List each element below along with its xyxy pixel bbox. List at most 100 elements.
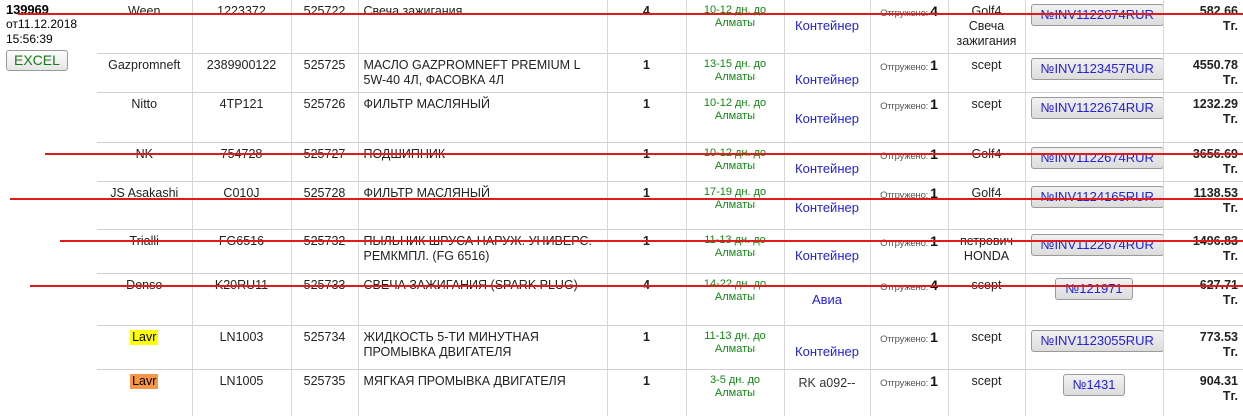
price-currency: Тг. [1222, 293, 1238, 307]
cell-delivery-term: 3-5 дн. до Алматы [686, 369, 785, 416]
invoice-button[interactable]: №1431 [1062, 374, 1126, 396]
order-number: 139969 [6, 2, 49, 17]
invoice-button[interactable]: №121971 [1055, 278, 1133, 300]
cell-brand: Lavr [97, 325, 193, 370]
cell-code: 525733 [291, 273, 359, 326]
delivery-method-link[interactable]: Контейнер [795, 111, 859, 126]
cell-price: 1496.83 Тг. [1163, 229, 1243, 274]
cell-product-name: ФИЛЬТР МАСЛЯНЫЙ [358, 181, 608, 230]
cell-invoice: №INV1124165RUR [1025, 181, 1164, 230]
cell-product-name: ЖИДКОСТЬ 5-ТИ МИНУТНАЯ ПРОМЫВКА ДВИГАТЕЛ… [358, 325, 608, 370]
shipped-value: 1 [930, 233, 938, 249]
invoice-button[interactable]: №INV1122674RUR [1030, 97, 1162, 119]
price-currency: Тг. [1222, 249, 1238, 263]
table-row: Ween 1223372 525722 Свеча зажигания 4 10-12 д… [97, 0, 1243, 54]
invoice-button[interactable]: №INV1123055RUR [1030, 330, 1162, 352]
shipped-value: 1 [930, 146, 938, 162]
table-row: Lavr LN1003 525734 ЖИДКОСТЬ 5-ТИ МИНУТНАЯ П… [97, 325, 1243, 370]
table-row: Trialli FG6516 525732 ПЫЛЬНИК ШРУСА НАРУЖ. … [97, 229, 1243, 274]
cell-invoice: №INV1122674RUR [1025, 92, 1164, 143]
brand-label: JS Asakashi [110, 186, 179, 200]
shipped-label: Отгружено: [880, 190, 929, 201]
cell-delivery-term: 17-19 дн. до Алматы [686, 181, 785, 230]
cell-code: 525732 [291, 229, 359, 274]
cell-delivery-term: 10-12 дн. до Алматы [686, 142, 785, 182]
price-value: 1138.53 [1193, 186, 1239, 200]
cell-article: K20RU11 [192, 273, 292, 326]
delivery-term-text: 3-5 дн. до Алматы [709, 374, 761, 399]
cell-code: 525727 [291, 142, 359, 182]
delivery-term-text: 13-15 дн. до Алматы [703, 58, 767, 83]
price-value: 1496.83 [1192, 234, 1238, 248]
cell-delivery-term: 11-13 дн. до Алматы [686, 229, 785, 274]
cell-price: 582.66 Тг. [1163, 0, 1243, 54]
price-value: 582.66 [1199, 4, 1238, 18]
invoice-button[interactable]: №INV1122674RUR [1030, 4, 1162, 26]
invoice-button[interactable]: №INV1122674RUR [1030, 147, 1162, 169]
table-row: Lavr LN1005 525735 МЯГКАЯ ПРОМЫВКА ДВИГАТЕЛ… [97, 369, 1243, 416]
export-excel-button[interactable]: EXCEL [6, 50, 68, 71]
cell-quantity: 4 [607, 0, 687, 54]
cell-product-name: МАСЛО GAZPROMNEFT PREMIUM L 5W-40 4Л, ФА… [358, 53, 608, 93]
cell-price: 904.31 Тг. [1163, 369, 1243, 416]
table-row: Denso K20RU11 525733 СВЕЧА ЗАЖИГАНИЯ (SPARK… [97, 273, 1243, 326]
delivery-method-link[interactable]: Контейнер [795, 161, 859, 176]
cell-invoice: №121971 [1025, 273, 1164, 326]
invoice-button[interactable]: №INV1124165RUR [1030, 186, 1162, 208]
cell-brand: JS Asakashi [97, 181, 193, 230]
cell-code: 525726 [291, 92, 359, 143]
delivery-method-link[interactable]: Контейнер [795, 344, 859, 359]
price-value: 3656.69 [1192, 147, 1238, 161]
shipped-label: Отгружено: [880, 62, 929, 73]
cell-article: 2389900122 [192, 53, 292, 93]
brand-label: Gazpromneft [108, 58, 181, 72]
delivery-method-link[interactable]: Контейнер [795, 200, 859, 215]
order-date: от11.12.2018 [6, 17, 78, 31]
cell-brand: Gazpromneft [97, 53, 193, 93]
delivery-term-text: 17-19 дн. до Алматы [703, 186, 767, 211]
delivery-term-text: 14-22 дн. до Алматы [703, 278, 767, 303]
cell-user: Golf4 [948, 181, 1026, 230]
delivery-term-text: 11-13 дн. до Алматы [704, 330, 766, 355]
cell-delivery-method: Авиа [784, 273, 871, 326]
cell-delivery-term: 14-22 дн. до Алматы [686, 273, 785, 326]
price-value: 4550.78 [1192, 58, 1238, 72]
order-items-table: Ween 1223372 525722 Свеча зажигания 4 10-12 д… [97, 0, 1243, 416]
cell-price: 773.53 Тг. [1163, 325, 1243, 370]
brand-label: Nitto [131, 97, 158, 111]
delivery-method-link[interactable]: Контейнер [795, 72, 859, 87]
cell-invoice: №INV1123055RUR [1025, 325, 1164, 370]
cell-article: LN1005 [192, 369, 292, 416]
delivery-method-link[interactable]: Авиа [811, 292, 843, 307]
cell-delivery-term: 10-12 дн. до Алматы [686, 92, 785, 143]
delivery-method-link[interactable]: Контейнер [795, 248, 859, 263]
cell-price: 1138.53 Тг. [1163, 181, 1243, 230]
invoice-button[interactable]: №INV1122674RUR [1030, 234, 1162, 256]
shipped-value: 1 [930, 329, 938, 345]
price-currency: Тг. [1222, 73, 1238, 87]
price-currency: Тг. [1222, 112, 1238, 126]
cell-article: 4TP121 [192, 92, 292, 143]
cell-code: 525734 [291, 325, 359, 370]
cell-article: LN1003 [192, 325, 292, 370]
delivery-method-link[interactable]: Контейнер [795, 18, 859, 33]
cell-quantity: 4 [607, 273, 687, 326]
brand-label: Lavr [130, 374, 159, 389]
cell-product-name: ПЫЛЬНИК ШРУСА НАРУЖ. УНИВЕРС. РЕМКМПЛ. (… [358, 229, 608, 274]
shipped-label: Отгружено: [880, 8, 929, 19]
cell-shipped: Отгружено: 4 [870, 273, 949, 326]
cell-user: scept [948, 273, 1026, 326]
order-info-panel: 139969 от11.12.2018 15:56:39 EXCEL [0, 0, 97, 416]
cell-brand: Nitto [97, 92, 193, 143]
cell-quantity: 1 [607, 181, 687, 230]
cell-delivery-method: Контейнер [784, 92, 871, 143]
cell-price: 1232.29 Тг. [1163, 92, 1243, 143]
shipped-label: Отгружено: [880, 101, 929, 112]
price-currency: Тг. [1222, 201, 1238, 215]
cell-article: 754728 [192, 142, 292, 182]
cell-product-name: Свеча зажигания [358, 0, 608, 54]
invoice-button[interactable]: №INV1123457RUR [1030, 58, 1162, 80]
cell-user: scept [948, 53, 1026, 93]
price-currency: Тг. [1222, 162, 1238, 176]
cell-delivery-method: Контейнер [784, 142, 871, 182]
